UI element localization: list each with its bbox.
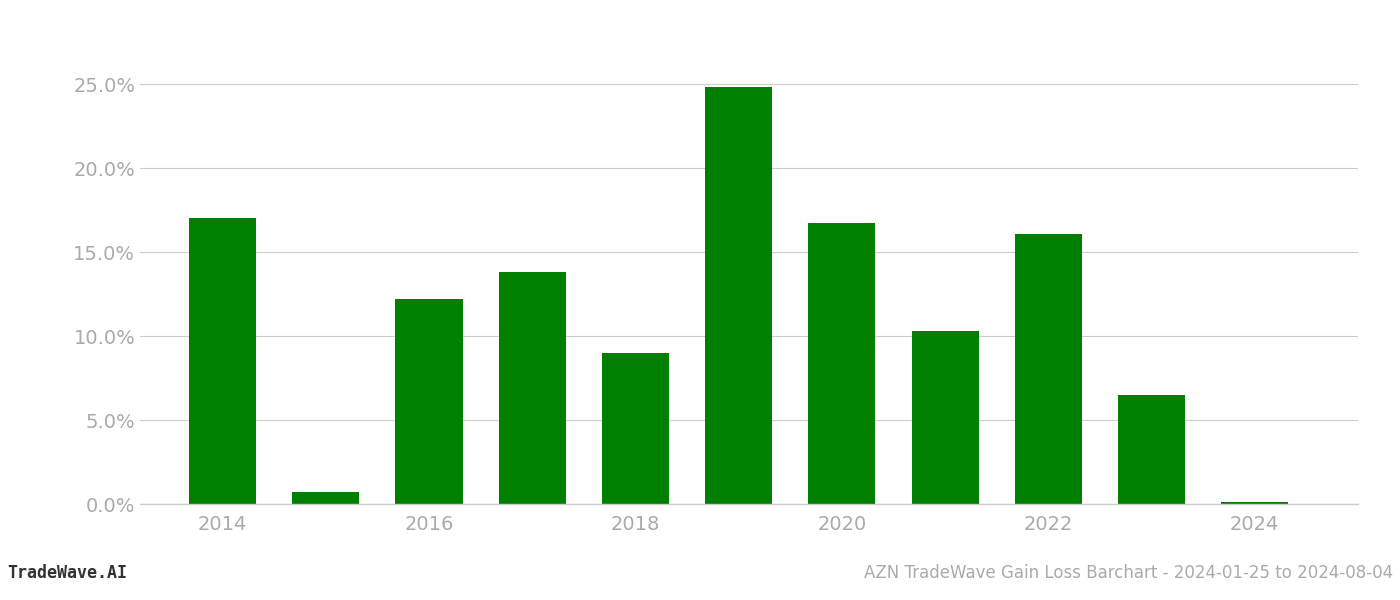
Bar	[1015, 233, 1082, 504]
Text: AZN TradeWave Gain Loss Barchart - 2024-01-25 to 2024-08-04: AZN TradeWave Gain Loss Barchart - 2024-…	[864, 564, 1393, 582]
Bar	[1221, 502, 1288, 504]
Bar	[293, 492, 360, 504]
Bar	[498, 272, 566, 504]
Bar	[189, 218, 256, 504]
Text: TradeWave.AI: TradeWave.AI	[7, 564, 127, 582]
Bar	[395, 299, 462, 504]
Bar	[706, 88, 773, 504]
Bar	[808, 223, 875, 504]
Bar	[1119, 395, 1186, 504]
Bar	[602, 353, 669, 504]
Bar	[911, 331, 979, 504]
